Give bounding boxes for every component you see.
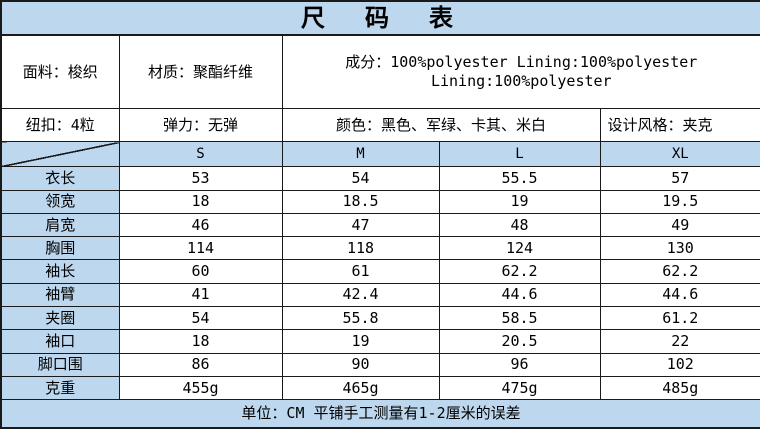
measure-value-cell: 54 (118, 305, 283, 331)
measure-value-cell: 55.8 (281, 305, 440, 331)
info-composition-cell: 成分：100%polyester Lining:100%polyester Li… (281, 34, 760, 109)
measure-row-label: 肩宽 (0, 212, 120, 238)
measure-value-cell: 42.4 (281, 282, 440, 308)
measure-value-cell: 48 (438, 212, 601, 238)
measure-value-cell: 86 (118, 352, 283, 377)
measure-row-label: 克重 (0, 375, 120, 401)
measure-row-label: 脚口围 (0, 352, 120, 377)
table-row: 胸围 114 118 124 130 (0, 236, 760, 261)
table-row: 脚口围 86 90 96 102 (0, 352, 760, 377)
measure-row-label: 胸围 (0, 236, 120, 261)
size-col-header-l: L (438, 141, 601, 168)
composition-line-2: Lining:100%polyester (430, 72, 612, 91)
measure-value-cell: 90 (281, 352, 440, 377)
info-design-style-cell: 设计风格：夹克 (599, 107, 760, 143)
measure-value-cell: 19 (281, 329, 440, 354)
measure-value-cell: 47 (281, 212, 440, 238)
measure-value-cell: 18 (118, 189, 283, 214)
info-buttons-cell: 纽扣：4粒 (0, 107, 120, 143)
measure-value-cell: 114 (118, 236, 283, 261)
measure-value-cell: 118 (281, 236, 440, 261)
measure-value-cell: 44.6 (438, 282, 601, 308)
table-row: 衣长 53 54 55.5 57 (0, 166, 760, 191)
measure-value-cell: 20.5 (438, 329, 601, 354)
table-row: 克重 455g 465g 475g 485g (0, 375, 760, 401)
measure-value-cell: 19 (438, 189, 601, 214)
measure-row-label: 袖臂 (0, 282, 120, 308)
table-row: 袖臂 41 42.4 44.6 44.6 (0, 282, 760, 308)
measure-value-cell: 475g (438, 375, 601, 401)
diagonal-corner-cell (0, 141, 120, 168)
table-row: 夹圈 54 55.8 58.5 61.2 (0, 305, 760, 331)
table-row: 领宽 18 18.5 19 19.5 (0, 189, 760, 214)
info-fabric-cell: 面料：梭织 (0, 34, 120, 109)
measure-row-label: 袖长 (0, 259, 120, 284)
measurement-tolerance-note: 单位：CM 平铺手工测量有1-2厘米的误差 (0, 399, 760, 429)
measure-value-cell: 124 (438, 236, 601, 261)
measure-value-cell: 18.5 (281, 189, 440, 214)
measure-value-cell: 46 (118, 212, 283, 238)
measure-value-cell: 55.5 (438, 166, 601, 191)
table-row: 袖口 18 19 20.5 22 (0, 329, 760, 354)
measure-value-cell: 41 (118, 282, 283, 308)
measure-value-cell: 130 (599, 236, 760, 261)
measure-value-cell: 19.5 (599, 189, 760, 214)
measure-value-cell: 485g (599, 375, 760, 401)
measure-value-cell: 57 (599, 166, 760, 191)
measure-value-cell: 61 (281, 259, 440, 284)
measure-value-cell: 18 (118, 329, 283, 354)
measure-value-cell: 62.2 (599, 259, 760, 284)
measure-value-cell: 455g (118, 375, 283, 401)
measure-value-cell: 102 (599, 352, 760, 377)
measure-value-cell: 49 (599, 212, 760, 238)
measure-row-label: 领宽 (0, 189, 120, 214)
table-row: 袖长 60 61 62.2 62.2 (0, 259, 760, 284)
info-material-cell: 材质：聚酯纤维 (118, 34, 283, 109)
measure-value-cell: 58.5 (438, 305, 601, 331)
measure-value-cell: 22 (599, 329, 760, 354)
measure-value-cell: 61.2 (599, 305, 760, 331)
info-colors-cell: 颜色：黑色、军绿、卡其、米白 (281, 107, 601, 143)
measure-value-cell: 54 (281, 166, 440, 191)
measure-value-cell: 44.6 (599, 282, 760, 308)
measure-value-cell: 96 (438, 352, 601, 377)
info-elasticity-cell: 弹力：无弹 (118, 107, 283, 143)
composition-line-1: 成分：100%polyester Lining:100%polyester (345, 53, 698, 72)
measure-value-cell: 465g (281, 375, 440, 401)
measure-value-cell: 53 (118, 166, 283, 191)
measure-row-label: 夹圈 (0, 305, 120, 331)
size-col-header-s: S (118, 141, 283, 168)
measure-row-label: 衣长 (0, 166, 120, 191)
table-row: 肩宽 46 47 48 49 (0, 212, 760, 238)
size-col-header-m: M (281, 141, 440, 168)
chart-title: 尺 码 表 (0, 0, 760, 37)
size-col-header-xl: XL (599, 141, 760, 168)
measure-row-label: 袖口 (0, 329, 120, 354)
measure-value-cell: 60 (118, 259, 283, 284)
measure-value-cell: 62.2 (438, 259, 601, 284)
